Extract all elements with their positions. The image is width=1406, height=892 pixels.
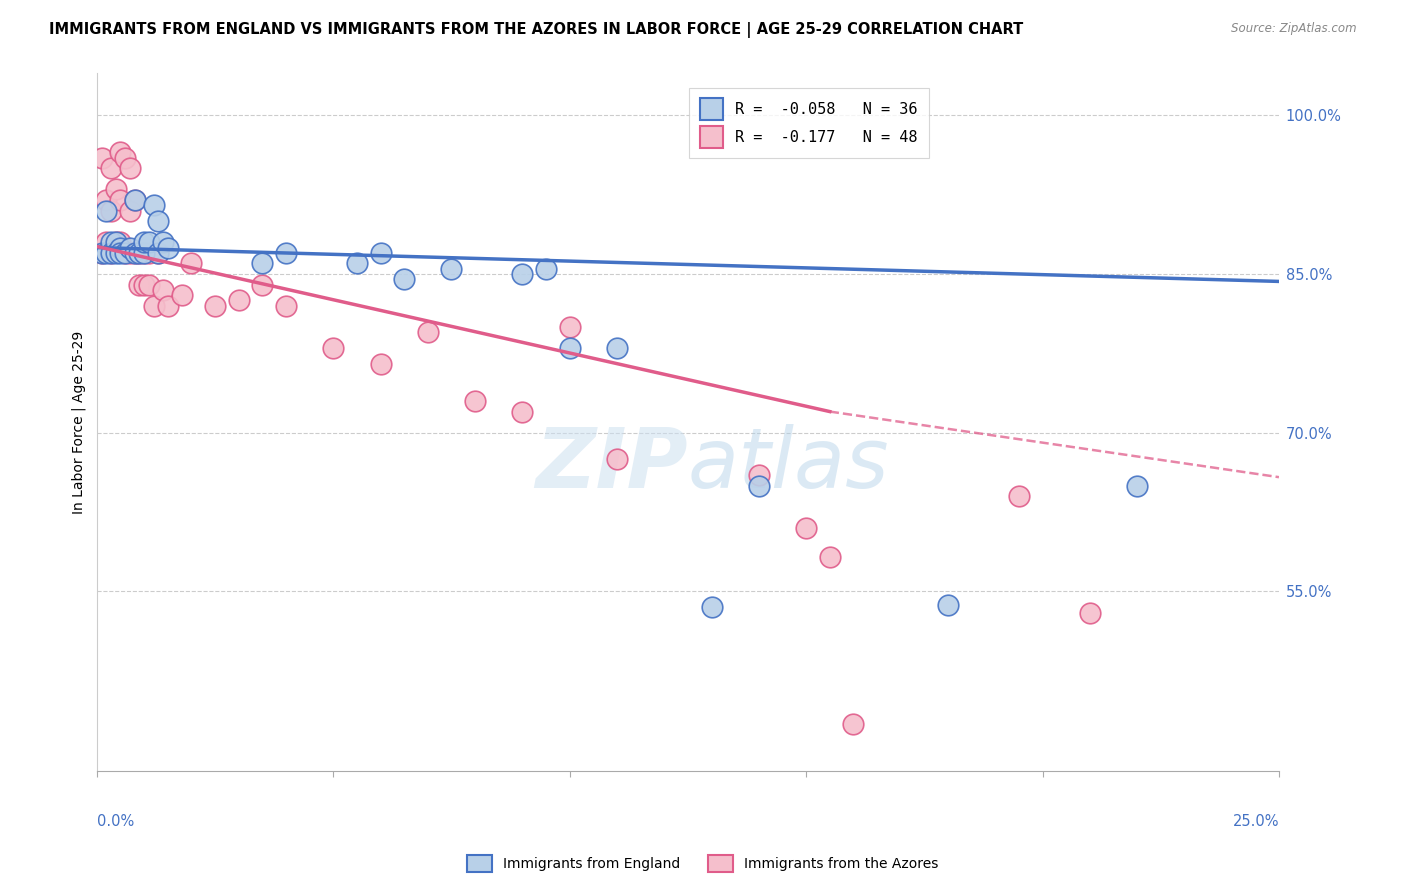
Point <box>370 245 392 260</box>
Point <box>100 245 122 260</box>
Point <box>440 261 463 276</box>
Point <box>118 203 141 218</box>
Point <box>118 241 141 255</box>
Point <box>100 161 122 176</box>
Point <box>100 245 122 260</box>
Point <box>110 145 132 160</box>
Point <box>124 245 146 260</box>
Point <box>104 182 127 196</box>
Point <box>842 716 865 731</box>
Point <box>114 151 136 165</box>
Point <box>274 245 297 260</box>
Point <box>114 245 136 260</box>
Point <box>180 256 202 270</box>
Point <box>142 299 165 313</box>
Point <box>118 245 141 260</box>
Point <box>534 261 557 276</box>
Point <box>700 600 723 615</box>
Point <box>96 193 118 207</box>
Point <box>322 341 344 355</box>
Point <box>134 235 156 250</box>
Point <box>148 245 170 260</box>
Point <box>134 277 156 292</box>
Point <box>118 161 141 176</box>
Point <box>748 468 770 483</box>
Point <box>104 235 127 250</box>
Point <box>1078 606 1101 620</box>
Point <box>110 235 132 250</box>
Point <box>252 277 274 292</box>
Point <box>124 245 146 260</box>
Point <box>152 283 174 297</box>
Point <box>346 256 368 270</box>
Point <box>90 245 112 260</box>
Point <box>138 277 160 292</box>
Point <box>156 241 179 255</box>
Point <box>104 235 127 250</box>
Text: IMMIGRANTS FROM ENGLAND VS IMMIGRANTS FROM THE AZORES IN LABOR FORCE | AGE 25-29: IMMIGRANTS FROM ENGLAND VS IMMIGRANTS FR… <box>49 22 1024 38</box>
Point <box>128 245 150 260</box>
Point <box>148 214 170 228</box>
Point <box>134 245 156 260</box>
Text: 0.0%: 0.0% <box>97 814 134 829</box>
Point <box>274 299 297 313</box>
Point <box>606 341 628 355</box>
Point <box>138 235 160 250</box>
Point <box>96 203 118 218</box>
Point <box>204 299 226 313</box>
Point <box>100 235 122 250</box>
Point <box>128 277 150 292</box>
Point <box>156 299 179 313</box>
Point <box>392 272 415 286</box>
Point <box>512 404 534 418</box>
Legend: R =  -0.058   N = 36, R =  -0.177   N = 48: R = -0.058 N = 36, R = -0.177 N = 48 <box>689 87 928 159</box>
Point <box>100 203 122 218</box>
Point <box>748 478 770 492</box>
Point <box>1126 478 1149 492</box>
Text: Source: ZipAtlas.com: Source: ZipAtlas.com <box>1232 22 1357 36</box>
Point <box>114 245 136 260</box>
Point <box>558 320 581 334</box>
Point <box>124 193 146 207</box>
Point <box>558 341 581 355</box>
Point <box>110 241 132 255</box>
Point <box>138 245 160 260</box>
Point <box>606 452 628 467</box>
Point <box>110 193 132 207</box>
Point <box>370 357 392 371</box>
Point <box>936 598 959 612</box>
Point <box>96 245 118 260</box>
Point <box>1008 489 1031 503</box>
Point <box>96 235 118 250</box>
Point <box>148 245 170 260</box>
Point <box>252 256 274 270</box>
Point <box>90 151 112 165</box>
Point <box>90 245 112 260</box>
Point <box>110 245 132 260</box>
Y-axis label: In Labor Force | Age 25-29: In Labor Force | Age 25-29 <box>72 331 86 514</box>
Point <box>142 198 165 212</box>
Point <box>228 293 250 308</box>
Text: atlas: atlas <box>688 424 890 505</box>
Text: 25.0%: 25.0% <box>1233 814 1279 829</box>
Point <box>128 245 150 260</box>
Point <box>818 549 841 564</box>
Legend: Immigrants from England, Immigrants from the Azores: Immigrants from England, Immigrants from… <box>461 850 945 878</box>
Point <box>512 267 534 281</box>
Point <box>464 394 486 409</box>
Point <box>794 521 817 535</box>
Point <box>416 325 439 339</box>
Point <box>152 235 174 250</box>
Point <box>170 288 193 302</box>
Point <box>134 245 156 260</box>
Point <box>104 245 127 260</box>
Text: ZIP: ZIP <box>536 424 688 505</box>
Point <box>124 193 146 207</box>
